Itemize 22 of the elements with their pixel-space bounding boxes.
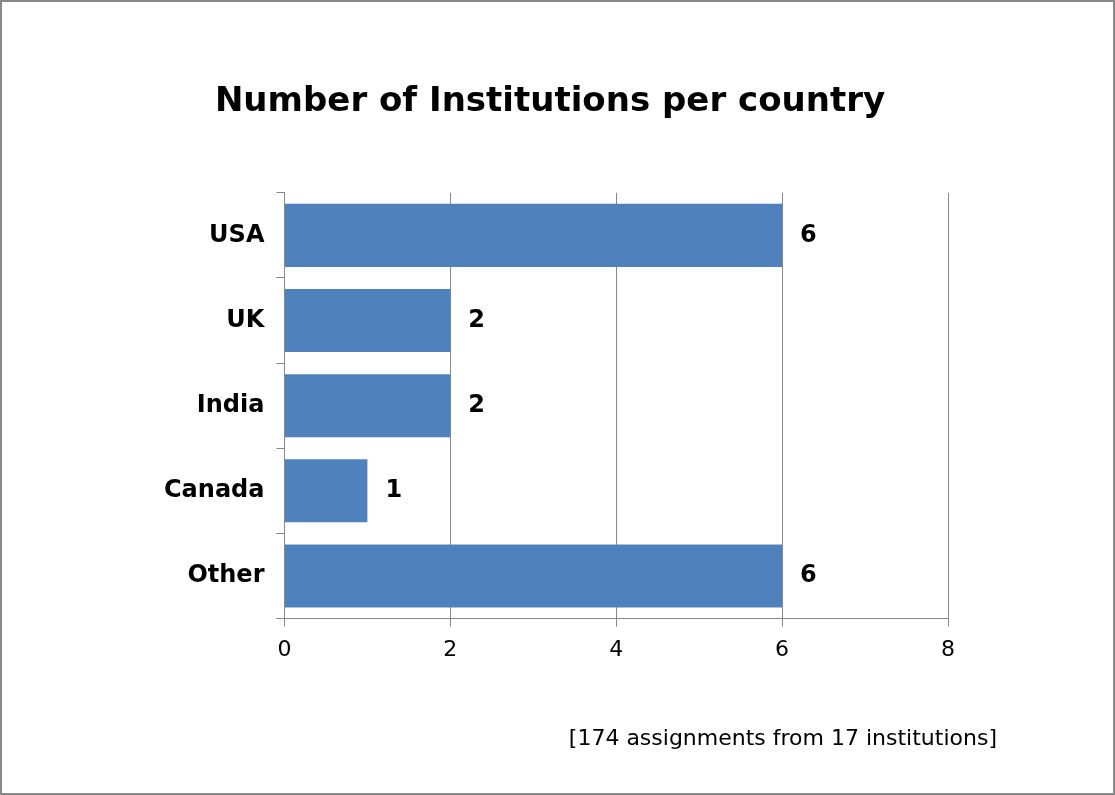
bar bbox=[284, 544, 783, 608]
text: [174 assignments from 17 institutions] bbox=[568, 724, 997, 750]
x-tick-label: 6 bbox=[775, 635, 790, 661]
x-tick-label: 4 bbox=[609, 635, 624, 661]
bar bbox=[284, 289, 451, 353]
x-tick-label: 2 bbox=[443, 635, 458, 661]
data-label: 6 bbox=[800, 219, 817, 248]
data-label: 1 bbox=[385, 475, 403, 504]
y-tick-label: Canada bbox=[164, 475, 265, 504]
y-tick-label: India bbox=[196, 389, 265, 418]
data-label: 2 bbox=[468, 389, 486, 418]
y-tick-label: UK bbox=[226, 304, 266, 333]
x-tick-label: 0 bbox=[277, 635, 292, 661]
y-tick-label: Other bbox=[187, 560, 265, 589]
bar bbox=[284, 203, 783, 267]
x-tick-label: 8 bbox=[941, 635, 955, 661]
data-label: 6 bbox=[800, 560, 817, 589]
data-label: 2 bbox=[468, 304, 486, 333]
y-tick-label: USA bbox=[209, 219, 265, 248]
bar bbox=[284, 374, 451, 438]
bar bbox=[284, 459, 368, 523]
chart-title: Number of Institutions per country bbox=[214, 79, 886, 120]
